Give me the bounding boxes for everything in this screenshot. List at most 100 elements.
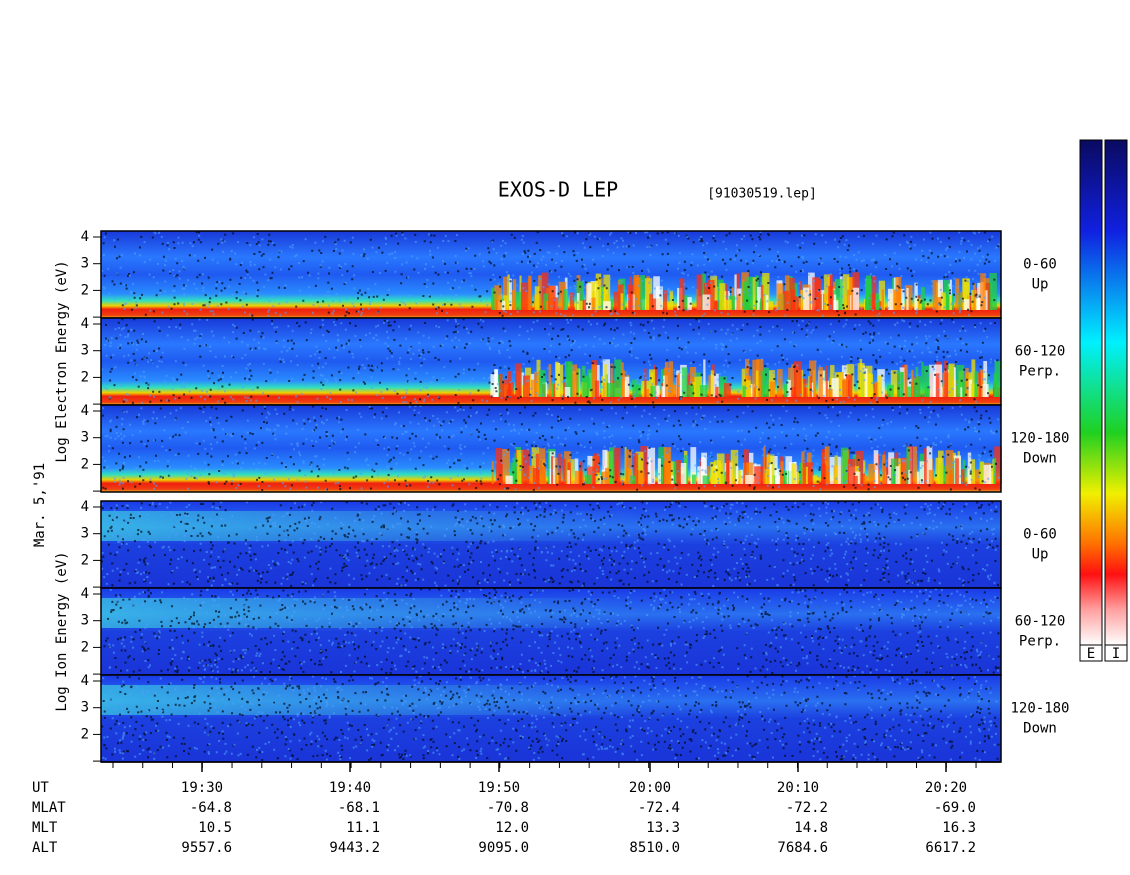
spectrogram-burst [701, 273, 706, 310]
energy-tick-label: 4 [81, 673, 89, 689]
panel-frame [100, 404, 1002, 493]
spectrogram-burst [702, 475, 709, 484]
spectrogram-burst [887, 288, 894, 310]
spectrogram-burst [993, 373, 998, 397]
spectrogram-burst [546, 300, 550, 310]
ephemeris-value: 11.1 [346, 820, 380, 836]
spectrogram-burst [637, 470, 645, 484]
spectrogram-burst [515, 363, 522, 397]
ephemeris-value: 12.0 [495, 820, 529, 836]
spectrogram-burst [923, 365, 930, 397]
spectrogram-burst [551, 381, 554, 397]
spectrogram-burst [650, 385, 656, 397]
spectrogram-burst [490, 374, 498, 397]
spectrogram-burst [538, 370, 546, 397]
spectrogram-burst [649, 293, 653, 310]
spectrogram-burst [913, 446, 917, 484]
colorbar-label: I [1112, 646, 1120, 662]
spectrogram-burst [730, 449, 739, 484]
energy-tick-label: 3 [81, 430, 89, 446]
energy-tick-label: 2 [81, 456, 89, 472]
spectrogram-burst [915, 471, 920, 484]
spectrogram-burst [588, 282, 596, 310]
spectrogram-burst [812, 475, 819, 484]
spectrogram-burst [596, 475, 605, 484]
spectrogram-burst [622, 376, 630, 397]
spectrogram-burst [982, 384, 989, 397]
spectrogram-burst [921, 361, 924, 397]
energy-tick-label: 4 [81, 586, 89, 602]
spectrogram-burst [842, 274, 850, 310]
spectrogram-burst [728, 295, 735, 310]
spectrogram-burst [602, 289, 606, 310]
spectrogram-burst [528, 275, 532, 310]
spectrogram-burst [973, 283, 976, 310]
spectrogram-burst [725, 453, 730, 484]
spectrogram-burst [824, 274, 830, 310]
spectrogram-burst [564, 387, 571, 397]
spectrogram-burst [613, 291, 619, 310]
spectrogram-burst [587, 369, 595, 397]
spectrogram-burst [973, 469, 981, 484]
panel-direction: Perp. [1019, 634, 1061, 650]
spectrogram-burst [584, 474, 592, 484]
spectrogram-burst [803, 287, 810, 310]
spectrogram-burst [647, 447, 656, 484]
spectrogram-burst [558, 281, 567, 310]
ephemeris-value: 14.8 [794, 820, 828, 836]
spectrogram-burst [523, 375, 531, 397]
ephemeris-name: ALT [32, 840, 58, 856]
spectrogram-burst [701, 452, 707, 484]
ephemeris-value: -64.8 [190, 800, 232, 816]
spectrogram-burst [763, 446, 766, 484]
spectrogram-burst [890, 370, 898, 397]
spectrogram-burst [919, 461, 926, 484]
spectrogram-burst [507, 274, 510, 310]
panel-range: 120-180 [1010, 431, 1069, 447]
ephemeris-value: 20:00 [629, 780, 671, 796]
spectrogram-burst [900, 457, 908, 484]
spectrogram-burst [863, 475, 868, 484]
spectrogram-burst [745, 475, 753, 484]
spectrogram-burst [690, 447, 697, 484]
spectrogram-burst [935, 373, 940, 397]
spectrogram-burst [755, 370, 759, 397]
spectrogram-burst [746, 276, 753, 310]
spectrogram-burst [915, 366, 919, 397]
spectrogram-burst [895, 466, 900, 484]
spectrogram-burst [874, 470, 878, 484]
ephemeris-value: 9443.2 [329, 840, 380, 856]
spectrogram-burst [503, 276, 508, 310]
spectrogram-burst [664, 460, 671, 484]
spectrogram-burst [946, 286, 950, 310]
spectrogram-burst [520, 372, 525, 397]
spectrogram-burst [556, 473, 559, 484]
spectrogram-burst [853, 475, 858, 484]
spectrogram-burst [520, 282, 527, 310]
panel-range: 0-60 [1023, 257, 1057, 273]
ephemeris-value: -72.4 [638, 800, 680, 816]
energy-tick-label: 2 [81, 726, 89, 742]
spectrogram-burst [716, 453, 725, 484]
spectrogram-burst [527, 465, 535, 484]
spectrogram-burst [534, 286, 540, 310]
spectrogram-burst [864, 368, 868, 397]
energy-tick-label: 3 [81, 256, 89, 272]
energy-tick-label: 3 [81, 343, 89, 359]
spectrogram-burst [663, 290, 668, 310]
spectrogram-burst [826, 388, 833, 397]
spectrogram-burst [944, 360, 948, 397]
spectrogram-burst [974, 371, 979, 397]
colorbar-ion [1104, 139, 1128, 646]
spectrogram-burst [610, 299, 614, 310]
ephemeris-value: 19:30 [181, 780, 223, 796]
spectrogram-burst [645, 461, 648, 484]
spectrogram-burst [494, 285, 502, 310]
spectrogram-burst [914, 298, 922, 310]
spectrogram-burst [785, 456, 793, 484]
spectrogram-burst [669, 384, 677, 397]
spectrogram-burst [673, 461, 676, 484]
spectrogram-burst [646, 388, 651, 397]
spectrogram-burst [688, 385, 695, 397]
